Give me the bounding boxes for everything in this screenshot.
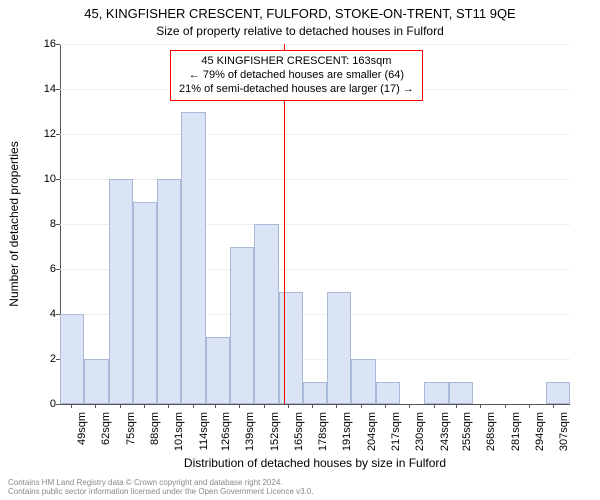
histogram-bar: [157, 179, 181, 404]
page-title: 45, KINGFISHER CRESCENT, FULFORD, STOKE-…: [0, 6, 600, 21]
histogram-bar: [351, 359, 375, 404]
y-tick-mark: [56, 269, 60, 270]
histogram-bar: [424, 382, 448, 405]
y-tick-label: 8: [16, 218, 56, 230]
x-tick-mark: [215, 404, 216, 408]
chart-subtitle: Size of property relative to detached ho…: [0, 24, 600, 38]
x-tick-mark: [168, 404, 169, 408]
x-tick-label: 281sqm: [510, 412, 522, 462]
y-tick-mark: [56, 404, 60, 405]
x-tick-mark: [456, 404, 457, 408]
legend-line: 45 KINGFISHER CRESCENT: 163sqm: [179, 55, 414, 69]
histogram-bar: [60, 314, 84, 404]
y-tick-mark: [56, 314, 60, 315]
x-tick-mark: [361, 404, 362, 408]
histogram-bar: [230, 247, 254, 405]
y-tick-mark: [56, 224, 60, 225]
y-tick-label: 10: [16, 173, 56, 185]
x-tick-mark: [480, 404, 481, 408]
x-tick-label: 230sqm: [414, 412, 426, 462]
x-tick-mark: [120, 404, 121, 408]
gridline: [60, 44, 570, 45]
y-tick-label: 0: [16, 398, 56, 410]
histogram-bar: [206, 337, 230, 405]
x-tick-mark: [193, 404, 194, 408]
histogram-bar: [279, 292, 303, 405]
histogram-bar: [449, 382, 473, 405]
x-tick-label: 49sqm: [76, 412, 88, 462]
x-tick-mark: [95, 404, 96, 408]
histogram-bar: [181, 112, 205, 405]
x-tick-label: 255sqm: [461, 412, 473, 462]
gridline: [60, 134, 570, 135]
histogram-bar: [376, 382, 400, 405]
x-tick-mark: [144, 404, 145, 408]
footer-attribution: Contains HM Land Registry data © Crown c…: [8, 478, 314, 496]
x-tick-label: 88sqm: [149, 412, 161, 462]
x-tick-label: 204sqm: [366, 412, 378, 462]
y-tick-label: 4: [16, 308, 56, 320]
y-tick-label: 6: [16, 263, 56, 275]
x-tick-label: 75sqm: [125, 412, 137, 462]
y-tick-mark: [56, 44, 60, 45]
histogram-bar: [84, 359, 108, 404]
x-tick-label: 101sqm: [173, 412, 185, 462]
x-tick-label: 191sqm: [341, 412, 353, 462]
x-tick-mark: [288, 404, 289, 408]
x-tick-label: 114sqm: [198, 412, 210, 462]
histogram-bar: [327, 292, 351, 405]
y-tick-label: 16: [16, 38, 56, 50]
x-tick-mark: [529, 404, 530, 408]
x-tick-mark: [505, 404, 506, 408]
x-tick-mark: [264, 404, 265, 408]
x-tick-mark: [385, 404, 386, 408]
x-tick-label: 268sqm: [485, 412, 497, 462]
histogram-bar: [254, 224, 278, 404]
legend-box: 45 KINGFISHER CRESCENT: 163sqm← 79% of d…: [170, 50, 423, 101]
x-tick-label: 139sqm: [244, 412, 256, 462]
y-tick-mark: [56, 179, 60, 180]
x-tick-mark: [409, 404, 410, 408]
y-tick-mark: [56, 134, 60, 135]
x-tick-mark: [336, 404, 337, 408]
legend-line: ← 79% of detached houses are smaller (64…: [179, 69, 414, 83]
footer-line-2: Contains public sector information licen…: [8, 487, 314, 496]
x-tick-label: 307sqm: [558, 412, 570, 462]
legend-line: 21% of semi-detached houses are larger (…: [179, 83, 414, 97]
x-tick-mark: [434, 404, 435, 408]
x-tick-label: 217sqm: [390, 412, 402, 462]
x-tick-mark: [312, 404, 313, 408]
footer-line-1: Contains HM Land Registry data © Crown c…: [8, 478, 314, 487]
y-tick-label: 2: [16, 353, 56, 365]
x-tick-mark: [553, 404, 554, 408]
y-tick-label: 12: [16, 128, 56, 140]
x-tick-label: 243sqm: [439, 412, 451, 462]
x-tick-label: 152sqm: [269, 412, 281, 462]
y-tick-mark: [56, 359, 60, 360]
histogram-bar: [546, 382, 570, 405]
x-tick-mark: [239, 404, 240, 408]
histogram-bar: [109, 179, 133, 404]
x-tick-mark: [71, 404, 72, 408]
x-tick-label: 126sqm: [220, 412, 232, 462]
histogram-bar: [133, 202, 157, 405]
gridline: [60, 179, 570, 180]
y-tick-mark: [56, 89, 60, 90]
histogram-plot: 45 KINGFISHER CRESCENT: 163sqm← 79% of d…: [60, 44, 570, 405]
y-tick-label: 14: [16, 83, 56, 95]
x-tick-label: 62sqm: [100, 412, 112, 462]
histogram-bar: [303, 382, 327, 405]
x-tick-label: 294sqm: [534, 412, 546, 462]
x-tick-label: 178sqm: [317, 412, 329, 462]
x-tick-label: 165sqm: [293, 412, 305, 462]
